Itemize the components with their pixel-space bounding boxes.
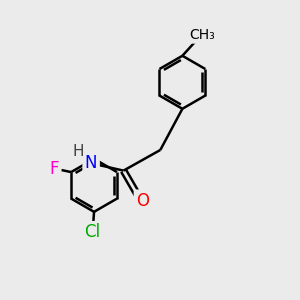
Text: H: H xyxy=(72,144,84,159)
Text: CH₃: CH₃ xyxy=(189,28,215,42)
Text: O: O xyxy=(136,192,149,210)
Text: Cl: Cl xyxy=(85,224,101,242)
Text: F: F xyxy=(49,160,59,178)
Text: N: N xyxy=(85,154,98,172)
